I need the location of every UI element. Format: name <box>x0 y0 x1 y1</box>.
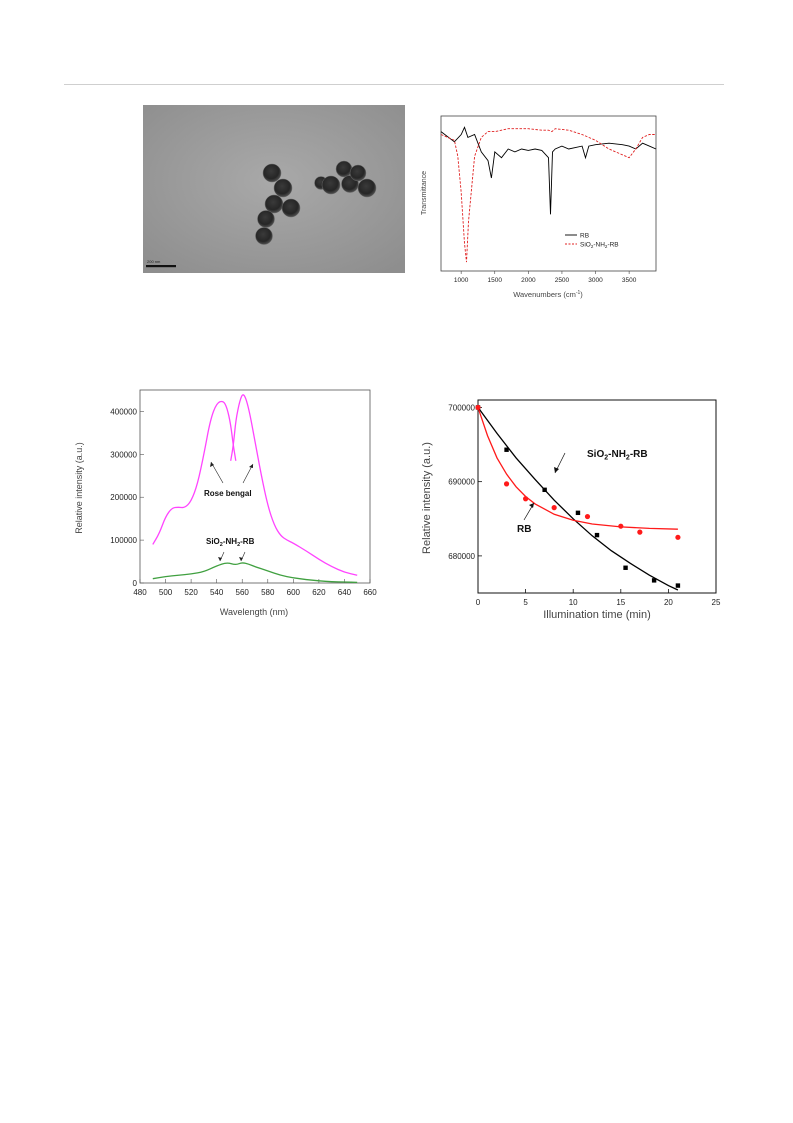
fl-y-tick-label: 300000 <box>110 450 137 459</box>
fl-series-sio2-nh2-rb-segment-0 <box>152 562 358 584</box>
fl-arrowhead <box>210 462 214 467</box>
pb-x-axis-title: Illumination time (min) <box>543 609 651 621</box>
fl-x-tick-label: 520 <box>184 588 198 597</box>
tem-micrograph: 200 nm <box>143 105 405 273</box>
ftir-x-tick-label: 2500 <box>555 277 570 284</box>
fl-annotations: Rose bengal SiO2-NH2-RB <box>204 461 255 562</box>
pb-y-tick-label: 680000 <box>448 552 475 561</box>
pb-arrowhead <box>529 503 534 508</box>
ftir-chart-panel: Transmittance Wavenumbers (cm-1) 1000 150… <box>412 92 662 302</box>
pb-y-tick-label: 700000 <box>448 403 475 412</box>
pb-point-rb <box>618 523 624 529</box>
pb-y-axis-title: Relative intensity (a.u.) <box>421 442 433 554</box>
fl-arrowhead <box>218 557 222 561</box>
pb-point-sio2-nh2-rb <box>542 487 547 493</box>
fl-x-tick-label: 540 <box>210 588 224 597</box>
ftir-legend: RB SiO2-NH2-RB <box>565 233 619 250</box>
fl-frame <box>139 389 371 584</box>
pb-x-tick-label: 15 <box>616 598 625 607</box>
fl-y-tick-label: 100000 <box>110 536 137 545</box>
ftir-series-sio2-nh2-rb <box>440 128 656 263</box>
ftir-x-axis-title: Wavenumbers (cm-1) <box>513 290 583 299</box>
fl-arrowhead <box>249 464 253 468</box>
pb-point-rb <box>675 534 681 540</box>
pb-point-sio2-nh2-rb <box>651 578 657 583</box>
ftir-frame <box>440 115 657 272</box>
pb-point-rb <box>523 496 529 502</box>
header-rule <box>64 84 724 85</box>
ftir-x-tick-label: 3000 <box>588 277 603 284</box>
pb-point-rb <box>503 481 510 487</box>
fl-y-tick-label: 400000 <box>110 407 137 416</box>
photobleaching-chart-panel: Relative intensity (a.u.) Illumination t… <box>412 390 732 621</box>
ftir-series-rb <box>440 126 657 215</box>
pb-x-tick-label: 25 <box>712 598 721 607</box>
pb-point-sio2-nh2-rb <box>594 532 600 538</box>
fl-arrowhead <box>239 557 243 561</box>
fl-sio2-label: SiO2-NH2-RB <box>206 537 255 548</box>
scale-bar <box>146 265 176 268</box>
ftir-legend-rb-label: RB <box>580 233 589 240</box>
fluorescence-chart: Relative intensity (a.u.) Wavelength (nm… <box>74 389 377 617</box>
scale-bar-label: 200 nm <box>147 259 161 264</box>
pb-point-sio2-nh2-rb <box>623 565 628 570</box>
nanoparticle-cluster <box>255 160 377 245</box>
pb-point-rb <box>637 529 643 535</box>
ftir-x-tick-label: 1500 <box>488 277 503 284</box>
pb-annotations: SiO2-NH2-RB RB <box>517 449 648 535</box>
ftir-legend-sio2-label: SiO2-NH2-RB <box>580 242 619 250</box>
fl-x-axis-title: Wavelength (nm) <box>220 607 288 617</box>
pb-fit-sio2-nh2-rb <box>477 407 679 591</box>
tem-image-panel: 200 nm <box>143 105 405 273</box>
pb-y-tick-label: 690000 <box>448 478 475 487</box>
fl-y-tick-label: 200000 <box>110 493 137 502</box>
ftir-chart: Transmittance Wavenumbers (cm-1) 1000 150… <box>421 115 657 299</box>
pb-x-tick-label: 10 <box>569 598 578 607</box>
pb-point-rb <box>475 404 481 411</box>
fl-y-axis-title: Relative intensity (a.u.) <box>74 442 84 534</box>
pb-point-sio2-nh2-rb <box>675 583 681 588</box>
fl-x-tick-label: 620 <box>312 588 326 597</box>
fl-series-rose-bengal-segment-1 <box>230 394 358 576</box>
ftir-x-tick-label: 1000 <box>454 277 469 284</box>
photobleaching-chart: Relative intensity (a.u.) Illumination t… <box>421 399 721 621</box>
pb-frame <box>477 399 717 594</box>
pb-x-tick-label: 20 <box>664 598 673 607</box>
pb-point-sio2-nh2-rb <box>575 510 581 516</box>
pb-point-rb <box>551 505 557 511</box>
pb-arrowhead <box>554 467 559 473</box>
fl-x-tick-label: 640 <box>338 588 352 597</box>
fl-x-tick-label: 500 <box>159 588 173 597</box>
fl-x-tick-label: 660 <box>363 588 377 597</box>
fl-x-tick-label: 560 <box>236 588 250 597</box>
fl-x-tick-label: 480 <box>133 588 147 597</box>
fl-rose-bengal-label: Rose bengal <box>204 489 252 498</box>
ftir-y-axis-title: Transmittance <box>421 171 428 215</box>
fl-x-tick-label: 600 <box>287 588 301 597</box>
fl-series-rose-bengal-segment-0 <box>152 400 237 545</box>
fl-y-tick-label: 0 <box>133 579 138 588</box>
ftir-x-tick-label: 2000 <box>521 277 536 284</box>
pb-point-sio2-nh2-rb <box>504 447 509 452</box>
fluorescence-chart-panel: Relative intensity (a.u.) Wavelength (nm… <box>60 380 390 630</box>
pb-point-rb <box>584 513 591 520</box>
pb-x-tick-label: 0 <box>476 598 481 607</box>
pb-x-tick-label: 5 <box>523 598 528 607</box>
ftir-x-tick-label: 3500 <box>622 277 637 284</box>
pb-rb-label: RB <box>517 524 531 535</box>
fl-x-tick-label: 580 <box>261 588 275 597</box>
pb-sio2-label: SiO2-NH2-RB <box>587 449 648 462</box>
